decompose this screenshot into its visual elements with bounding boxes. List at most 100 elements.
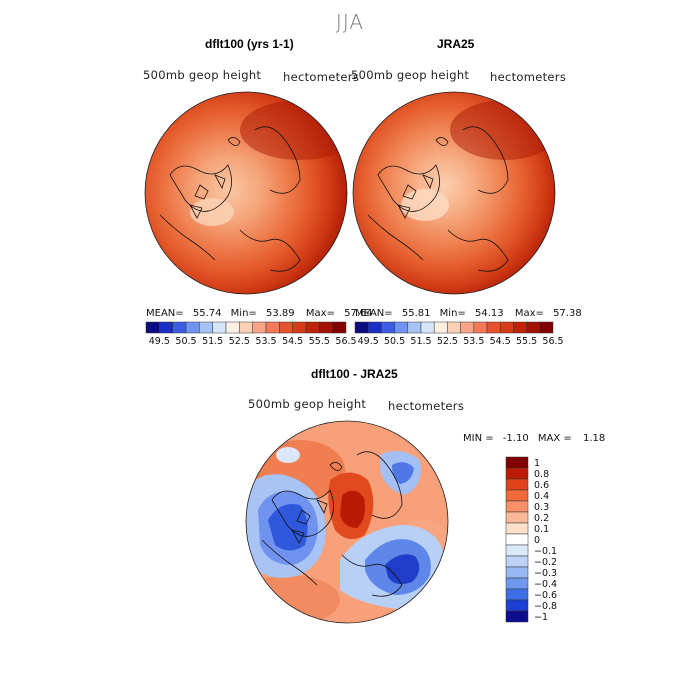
panel3-colorbar-swatch <box>505 555 529 568</box>
panel2-colorbar-tick-label: 56.5 <box>542 336 563 347</box>
panel3-colorbar-tick-label: −0.2 <box>534 557 557 568</box>
panel2-colorbar-tick-label: 54.5 <box>490 336 511 347</box>
figure-title: JJA <box>335 10 365 34</box>
panel1-colorbar-tick-label: 51.5 <box>202 336 223 347</box>
panel3-colorbar: 10.80.60.40.30.20.10−0.1−0.2−0.3−0.4−0.6… <box>505 456 557 623</box>
panel2-colorbar-tick-label: 50.5 <box>384 336 405 347</box>
panel2-colorbar-swatch <box>433 321 448 334</box>
panel3-colorbar-tick-label: −0.3 <box>534 568 557 579</box>
panel3-colorbar-tick-label: −0.1 <box>534 546 557 557</box>
panel2-colorbar-swatch <box>486 321 501 334</box>
panel3-colorbar-tick-label: 0.6 <box>534 480 549 491</box>
panel1-colorbar-tick-label: 50.5 <box>175 336 196 347</box>
panel1-colorbar-swatch <box>239 321 253 334</box>
panel1-mean: 55.74 <box>192 308 222 319</box>
panel3-colorbar-swatch <box>505 456 529 469</box>
panel2-colorbar-swatch <box>539 321 554 334</box>
panel3-title: dflt100 - JRA25 <box>311 367 398 381</box>
panel3-units-label: hectometers <box>388 399 465 413</box>
panel3-colorbar-tick-label: 0.2 <box>534 513 549 524</box>
panel1-max: 57.64 <box>344 308 373 319</box>
panel3-colorbar-swatch <box>505 588 529 601</box>
panel1-colorbar-swatch <box>332 321 347 334</box>
panel2-mean-label: MEAN= <box>355 308 393 319</box>
panel3-max-label: MAX = <box>537 433 572 444</box>
panel1-colorbar-swatch <box>199 321 213 334</box>
panel3-colorbar-swatch <box>505 467 529 480</box>
panel3-colorbar-swatch <box>505 577 529 590</box>
panel3-stats: MIN = -1.10 MAX = 1.18 <box>463 433 605 444</box>
panel2-units-label: hectometers <box>490 70 567 84</box>
panel3-colorbar-tick-label: 1 <box>534 458 540 469</box>
panel2-max-label: Max= <box>514 308 544 319</box>
panel3-map <box>246 421 448 623</box>
panel1-variable-label: 500mb geop height <box>143 68 262 82</box>
panel1-colorbar-swatch <box>279 321 293 334</box>
panel1-map <box>145 92 347 294</box>
panel3-colorbar-swatch <box>505 500 529 513</box>
panel2-colorbar-swatch <box>499 321 514 334</box>
panel2-colorbar: 49.5 50.5 51.5 52.5 53.5 54.5 55.5 56.5 <box>354 321 564 347</box>
panel1-title: dflt100 (yrs 1-1) <box>205 37 294 51</box>
panel2-variable-label: 500mb geop height <box>351 68 470 82</box>
panel2-colorbar-tick-label: 49.5 <box>358 336 379 347</box>
panel2-max: 57.38 <box>553 308 582 319</box>
panel1-colorbar: 49.5 50.5 51.5 52.5 53.5 54.5 55.5 56.5 <box>145 321 357 347</box>
panel2-colorbar-swatch <box>526 321 541 334</box>
panel2-colorbar-swatch <box>513 321 527 334</box>
panel3-min-label: MIN = <box>463 433 494 444</box>
panel2-colorbar-swatch <box>407 321 422 334</box>
panel2-colorbar-tick-label: 51.5 <box>410 336 431 347</box>
panel3-variable-label: 500mb geop height <box>248 397 367 411</box>
panel2-map <box>353 92 555 294</box>
panel3-colorbar-swatch <box>505 566 529 579</box>
panel1-colorbar-swatch <box>265 321 280 334</box>
panel3-colorbar-tick-label: −0.8 <box>534 601 557 612</box>
panel3-colorbar-tick-label: 0.4 <box>534 491 549 502</box>
panel2-colorbar-swatch <box>354 321 369 334</box>
panel1-max-label: Max= <box>305 308 335 319</box>
panel3-colorbar-swatch <box>505 533 529 546</box>
panel2-stats: MEAN= 55.81 Min= 54.13 Max= 57.38 <box>355 308 582 319</box>
panel2-mean: 55.81 <box>401 308 431 319</box>
panel1-colorbar-tick-label: 53.5 <box>255 336 276 347</box>
panel3-colorbar-tick-label: −0.6 <box>534 590 557 601</box>
panel1-colorbar-tick-label: 54.5 <box>282 336 303 347</box>
panel2-min: 54.13 <box>474 308 504 319</box>
panel1-colorbar-swatch <box>172 321 187 334</box>
panel3-colorbar-tick-label: 0.8 <box>534 469 549 480</box>
panel1-mean-label: MEAN= <box>146 308 184 319</box>
panel1-colorbar-swatch <box>212 321 227 334</box>
panel3-colorbar-swatch <box>505 610 529 623</box>
panel1-colorbar-swatch <box>185 321 200 334</box>
panel3-colorbar-swatch <box>505 544 529 557</box>
panel3-colorbar-tick-label: 0.1 <box>534 524 549 535</box>
panel2-colorbar-swatch <box>460 321 475 334</box>
panel3-colorbar-swatch <box>505 478 529 491</box>
panel2-title: JRA25 <box>437 37 475 51</box>
panel1-colorbar-swatch <box>145 321 160 334</box>
panel2-colorbar-swatch <box>420 321 435 334</box>
panel1-colorbar-tick-label: 49.5 <box>149 336 170 347</box>
panel1-colorbar-tick-label: 55.5 <box>309 336 330 347</box>
panel2-colorbar-swatch <box>394 321 409 334</box>
panel1-min-label: Min= <box>230 308 257 319</box>
panel2-colorbar-swatch <box>447 321 461 334</box>
panel3-colorbar-swatch <box>505 599 529 612</box>
panel1-colorbar-swatch <box>305 321 320 334</box>
panel2-colorbar-swatch <box>381 321 395 334</box>
panel2-min-label: Min= <box>439 308 466 319</box>
panel3-colorbar-swatch <box>505 522 529 535</box>
panel3-max: 1.18 <box>582 433 606 444</box>
panel1-colorbar-tick-label: 52.5 <box>229 336 250 347</box>
panel2-colorbar-swatch <box>367 321 382 334</box>
panel1-colorbar-tick-label: 56.5 <box>335 336 356 347</box>
panel3-colorbar-tick-label: −0.4 <box>534 579 557 590</box>
panel1-units-label: hectometers <box>283 70 360 84</box>
panel2-colorbar-tick-label: 55.5 <box>516 336 537 347</box>
panel1-stats: MEAN= 55.74 Min= 53.89 Max= 57.64 <box>146 308 373 319</box>
panel1-colorbar-swatch <box>292 321 307 334</box>
panel3-min: -1.10 <box>502 433 529 444</box>
panel1-min: 53.89 <box>265 308 295 319</box>
